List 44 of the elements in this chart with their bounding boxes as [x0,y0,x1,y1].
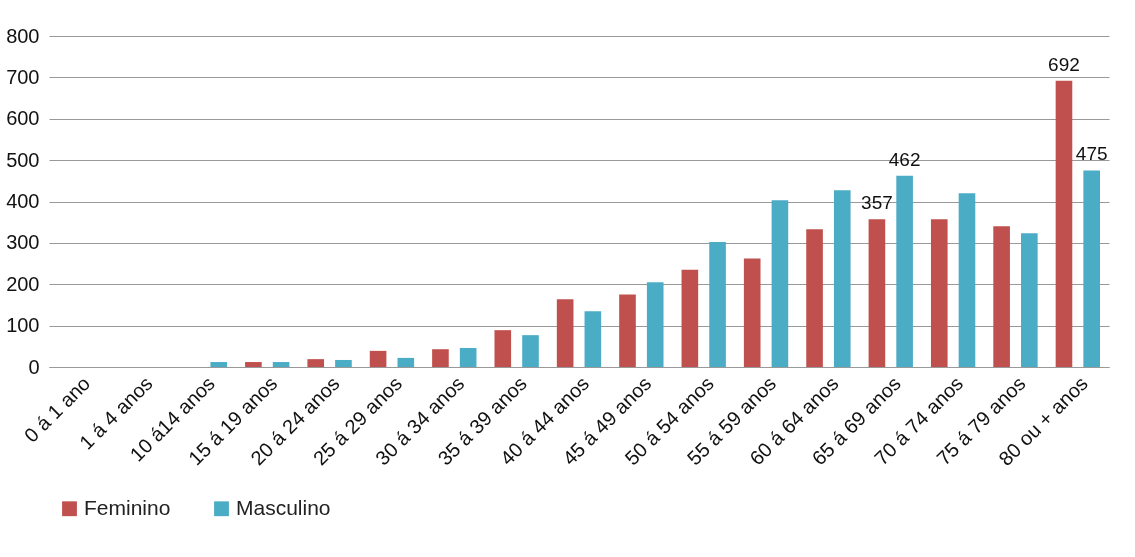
bar [494,330,512,367]
y-tick-label: 100 [6,314,40,337]
legend-label: Feminino [84,495,171,519]
bar [1021,233,1038,367]
bar [868,219,886,367]
data-label: 462 [888,148,921,170]
bar [432,349,449,367]
bar [958,193,976,367]
bar [619,294,636,367]
bar [245,362,262,367]
bar [556,299,574,367]
y-tick-label: 400 [6,190,40,212]
data-label: 475 [1075,143,1108,165]
bar [335,359,352,367]
bar [646,282,664,367]
y-tick-label: 800 [6,24,40,47]
bar [681,269,699,367]
bar [307,359,325,367]
bar [397,357,415,367]
y-tick-label: 0 [28,355,40,378]
bar [459,347,477,367]
y-tick-label: 600 [6,107,40,130]
bar [369,350,387,367]
bar [1083,170,1100,367]
bar [709,242,726,367]
bar [771,200,789,367]
y-tick-label: 500 [6,148,40,171]
bar [522,335,539,367]
bar [272,362,290,367]
bar [833,190,851,367]
bar [806,229,823,367]
y-tick-label: 700 [6,65,40,88]
bar [584,311,602,367]
data-label: 692 [1048,53,1080,75]
bar [210,362,228,367]
legend-label: Masculino [236,495,331,519]
bar [896,175,913,367]
bar [993,226,1010,367]
bar [743,258,761,367]
y-tick-label: 200 [6,272,40,295]
data-label: 357 [861,192,893,214]
y-tick-label: 300 [6,231,40,254]
bar [930,219,948,367]
bar [1055,80,1073,367]
